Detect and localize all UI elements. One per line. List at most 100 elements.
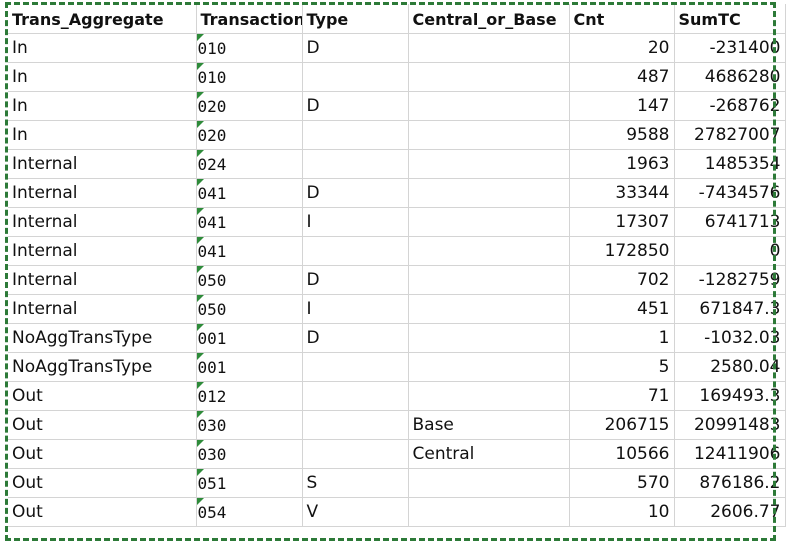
cell-cnt[interactable]: 5 xyxy=(569,352,675,382)
error-indicator-icon[interactable] xyxy=(196,207,204,215)
cell-cnt[interactable]: 702 xyxy=(569,265,675,295)
cell-trans-aggregate[interactable]: NoAggTransType xyxy=(8,323,197,353)
error-indicator-icon[interactable] xyxy=(196,439,204,447)
cell-type[interactable] xyxy=(302,120,409,150)
cell-trans-aggregate[interactable]: Internal xyxy=(8,265,197,295)
cell-transaction[interactable]: 001 xyxy=(196,352,303,382)
cell-transaction[interactable]: 024 xyxy=(196,149,303,179)
cell-transaction[interactable]: 010 xyxy=(196,62,303,92)
cell-transaction[interactable]: 041 xyxy=(196,236,303,266)
header-cell-sumtc[interactable]: SumTC xyxy=(674,4,786,34)
cell-central-or-base[interactable] xyxy=(408,207,570,237)
cell-sumtc[interactable]: -1032.03 xyxy=(674,323,786,353)
cell-transaction[interactable]: 012 xyxy=(196,381,303,411)
cell-sumtc[interactable]: 169493.3 xyxy=(674,381,786,411)
cell-trans-aggregate[interactable]: Out xyxy=(8,439,197,469)
cell-cnt[interactable]: 1 xyxy=(569,323,675,353)
error-indicator-icon[interactable] xyxy=(196,178,204,186)
cell-central-or-base[interactable] xyxy=(408,323,570,353)
cell-trans-aggregate[interactable]: NoAggTransType xyxy=(8,352,197,382)
error-indicator-icon[interactable] xyxy=(196,410,204,418)
error-indicator-icon[interactable] xyxy=(196,236,204,244)
cell-type[interactable] xyxy=(302,439,409,469)
cell-cnt[interactable]: 9588 xyxy=(569,120,675,150)
cell-type[interactable]: D xyxy=(302,323,409,353)
cell-cnt[interactable]: 147 xyxy=(569,91,675,121)
cell-cnt[interactable]: 17307 xyxy=(569,207,675,237)
cell-type[interactable]: D xyxy=(302,33,409,63)
cell-type[interactable]: D xyxy=(302,178,409,208)
cell-central-or-base[interactable] xyxy=(408,33,570,63)
header-cell-central-or-base[interactable]: Central_or_Base xyxy=(408,4,570,34)
error-indicator-icon[interactable] xyxy=(196,62,204,70)
cell-cnt[interactable]: 71 xyxy=(569,381,675,411)
cell-central-or-base[interactable]: Base xyxy=(408,410,570,440)
cell-sumtc[interactable]: 6741713 xyxy=(674,207,786,237)
cell-transaction[interactable]: 010 xyxy=(196,33,303,63)
cell-transaction[interactable]: 041 xyxy=(196,178,303,208)
cell-sumtc[interactable]: 2580.04 xyxy=(674,352,786,382)
cell-cnt[interactable]: 33344 xyxy=(569,178,675,208)
cell-type[interactable] xyxy=(302,381,409,411)
cell-type[interactable]: I xyxy=(302,294,409,324)
cell-transaction[interactable]: 041 xyxy=(196,207,303,237)
error-indicator-icon[interactable] xyxy=(196,352,204,360)
cell-sumtc[interactable]: 1485354 xyxy=(674,149,786,179)
header-cell-cnt[interactable]: Cnt xyxy=(569,4,675,34)
cell-trans-aggregate[interactable]: In xyxy=(8,33,197,63)
error-indicator-icon[interactable] xyxy=(196,91,204,99)
cell-trans-aggregate[interactable]: Out xyxy=(8,410,197,440)
cell-type[interactable] xyxy=(302,352,409,382)
cell-transaction[interactable]: 020 xyxy=(196,91,303,121)
cell-transaction[interactable]: 050 xyxy=(196,294,303,324)
cell-central-or-base[interactable]: Central xyxy=(408,439,570,469)
error-indicator-icon[interactable] xyxy=(196,468,204,476)
cell-central-or-base[interactable] xyxy=(408,236,570,266)
error-indicator-icon[interactable] xyxy=(196,381,204,389)
cell-type[interactable] xyxy=(302,236,409,266)
cell-cnt[interactable]: 1963 xyxy=(569,149,675,179)
cell-transaction[interactable]: 030 xyxy=(196,439,303,469)
cell-central-or-base[interactable] xyxy=(408,178,570,208)
cell-sumtc[interactable]: 4686280 xyxy=(674,62,786,92)
cell-trans-aggregate[interactable]: Internal xyxy=(8,207,197,237)
cell-type[interactable]: D xyxy=(302,265,409,295)
cell-central-or-base[interactable] xyxy=(408,62,570,92)
cell-trans-aggregate[interactable]: In xyxy=(8,62,197,92)
cell-cnt[interactable]: 10 xyxy=(569,497,675,527)
cell-transaction[interactable]: 001 xyxy=(196,323,303,353)
cell-transaction[interactable]: 050 xyxy=(196,265,303,295)
cell-cnt[interactable]: 451 xyxy=(569,294,675,324)
cell-sumtc[interactable]: -231400 xyxy=(674,33,786,63)
cell-sumtc[interactable]: 671847.3 xyxy=(674,294,786,324)
cell-trans-aggregate[interactable]: Internal xyxy=(8,149,197,179)
cell-central-or-base[interactable] xyxy=(408,381,570,411)
cell-type[interactable]: D xyxy=(302,91,409,121)
error-indicator-icon[interactable] xyxy=(196,497,204,505)
error-indicator-icon[interactable] xyxy=(196,265,204,273)
cell-sumtc[interactable]: 0 xyxy=(674,236,786,266)
cell-trans-aggregate[interactable]: Out xyxy=(8,497,197,527)
cell-trans-aggregate[interactable]: Out xyxy=(8,468,197,498)
cell-sumtc[interactable]: 12411906 xyxy=(674,439,786,469)
cell-type[interactable]: S xyxy=(302,468,409,498)
cell-type[interactable]: V xyxy=(302,497,409,527)
cell-sumtc[interactable]: -268762 xyxy=(674,91,786,121)
header-cell-type[interactable]: Type xyxy=(302,4,409,34)
cell-sumtc[interactable]: 20991483 xyxy=(674,410,786,440)
cell-sumtc[interactable]: -7434576 xyxy=(674,178,786,208)
error-indicator-icon[interactable] xyxy=(196,323,204,331)
cell-trans-aggregate[interactable]: In xyxy=(8,91,197,121)
header-cell-trans-aggregate[interactable]: Trans_Aggregate xyxy=(8,4,197,34)
cell-sumtc[interactable]: 876186.2 xyxy=(674,468,786,498)
cell-trans-aggregate[interactable]: Internal xyxy=(8,236,197,266)
error-indicator-icon[interactable] xyxy=(196,149,204,157)
error-indicator-icon[interactable] xyxy=(196,33,204,41)
cell-type[interactable] xyxy=(302,410,409,440)
cell-central-or-base[interactable] xyxy=(408,352,570,382)
error-indicator-icon[interactable] xyxy=(196,120,204,128)
cell-trans-aggregate[interactable]: Internal xyxy=(8,294,197,324)
cell-central-or-base[interactable] xyxy=(408,149,570,179)
error-indicator-icon[interactable] xyxy=(196,294,204,302)
cell-sumtc[interactable]: 27827007 xyxy=(674,120,786,150)
